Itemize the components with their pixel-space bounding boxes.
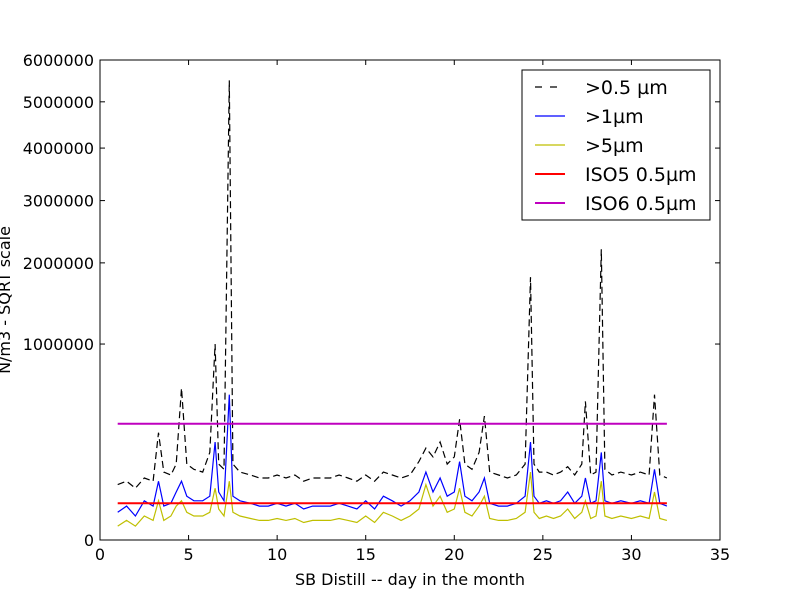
x-tick-label: 10 xyxy=(267,545,287,564)
legend-label: ISO5 0.5µm xyxy=(585,164,697,186)
series-line-0 xyxy=(117,80,668,490)
legend-label: >1µm xyxy=(585,106,644,128)
series-line-1 xyxy=(117,394,668,518)
y-tick-label: 5000000 xyxy=(23,93,94,112)
y-tick-label: 4000000 xyxy=(23,139,94,158)
series-layer xyxy=(117,80,668,527)
y-axis-label: N/m3 - SQRT scale xyxy=(0,226,14,374)
legend: >0.5 µm >1µm >5µm ISO5 0.5µm ISO6 0.5µm xyxy=(521,69,711,221)
x-tick-label: 35 xyxy=(710,545,730,564)
x-axis-label: SB Distill -- day in the month xyxy=(295,570,525,589)
y-tick-label: 2000000 xyxy=(23,254,94,273)
legend-label: ISO6 0.5µm xyxy=(585,193,697,215)
y-tick-label: 6000000 xyxy=(23,51,94,70)
legend-label: >5µm xyxy=(585,135,644,157)
y-tick-label: 1000000 xyxy=(23,335,94,354)
x-tick-label: 15 xyxy=(356,545,376,564)
x-tick-label: 25 xyxy=(533,545,553,564)
x-tick-label: 0 xyxy=(95,545,105,564)
axis-ticks: 0 5 10 15 20 25 30 35 0 1000000 2000000 3000000 4000… xyxy=(23,51,730,564)
series-line-2 xyxy=(117,472,668,527)
y-tick-label: 3000000 xyxy=(23,192,94,211)
legend-label: >0.5 µm xyxy=(585,77,668,99)
y-tick-label: 0 xyxy=(84,531,94,550)
x-tick-label: 20 xyxy=(444,545,464,564)
x-tick-label: 30 xyxy=(621,545,641,564)
x-tick-label: 5 xyxy=(183,545,193,564)
